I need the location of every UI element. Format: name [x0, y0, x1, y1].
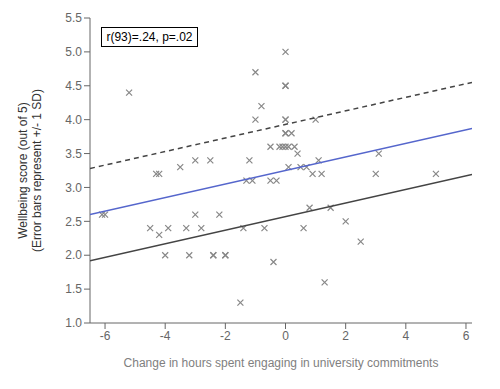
svg-text:4.0: 4.0 [65, 113, 82, 127]
svg-text:-4: -4 [160, 329, 171, 343]
svg-text:6: 6 [463, 329, 470, 343]
svg-text:Change in hours spent engaging: Change in hours spent engaging in univer… [124, 356, 439, 370]
svg-text:3.0: 3.0 [65, 181, 82, 195]
svg-text:4: 4 [402, 329, 409, 343]
svg-text:5.0: 5.0 [65, 45, 82, 59]
svg-text:Wellbeing score (out of 5)(Err: Wellbeing score (out of 5)(Error bars re… [16, 89, 44, 252]
html-text:r(93)=.24, p=.02: r(93)=.24, p=.02 [106, 30, 193, 45]
svg-text:2.0: 2.0 [65, 248, 82, 262]
svg-text:4.5: 4.5 [65, 79, 82, 93]
svg-text:3.5: 3.5 [65, 147, 82, 161]
svg-text:1.0: 1.0 [65, 316, 82, 330]
svg-text:-2: -2 [220, 329, 231, 343]
svg-text:0: 0 [282, 329, 289, 343]
svg-text:2.5: 2.5 [65, 215, 82, 229]
svg-text:1.5: 1.5 [65, 282, 82, 296]
svg-text:5.5: 5.5 [65, 11, 82, 25]
svg-text:-6: -6 [100, 329, 111, 343]
svg-text:2: 2 [342, 329, 349, 343]
